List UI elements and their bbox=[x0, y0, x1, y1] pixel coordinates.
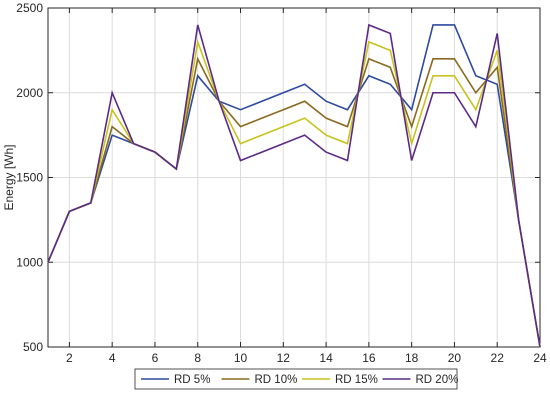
x-tick-label: 4 bbox=[109, 351, 116, 365]
legend-label: RD 10% bbox=[255, 374, 298, 386]
x-tick-label: 12 bbox=[277, 351, 291, 365]
y-tick-label: 1500 bbox=[16, 171, 43, 185]
y-axis-title: Energy [Wh] bbox=[2, 144, 16, 210]
legend-label: RD 5% bbox=[174, 374, 210, 386]
y-tick-label: 500 bbox=[23, 340, 43, 354]
y-tick-label: 2000 bbox=[16, 86, 43, 100]
x-tick-label: 20 bbox=[448, 351, 462, 365]
x-tick-label: 10 bbox=[234, 351, 248, 365]
y-tick-label: 1000 bbox=[16, 255, 43, 269]
legend-label: RD 20% bbox=[416, 374, 459, 386]
y-tick-label: 2500 bbox=[16, 1, 43, 15]
x-tick-label: 6 bbox=[152, 351, 159, 365]
series-line-4 bbox=[47, 23, 541, 348]
series-line-2 bbox=[47, 56, 541, 348]
x-tick-label: 24 bbox=[533, 351, 547, 365]
legend-box bbox=[134, 368, 458, 390]
x-tick-label: 22 bbox=[491, 351, 505, 365]
series-line-1 bbox=[47, 24, 541, 348]
series-line-3 bbox=[47, 38, 541, 348]
x-tick-label: 18 bbox=[405, 351, 419, 365]
x-tick-label: 8 bbox=[194, 351, 201, 365]
x-tick-label: 16 bbox=[362, 351, 376, 365]
legend-label: RD 15% bbox=[335, 374, 378, 386]
x-tick-label: 2 bbox=[66, 351, 73, 365]
x-tick-label: 14 bbox=[319, 351, 333, 365]
